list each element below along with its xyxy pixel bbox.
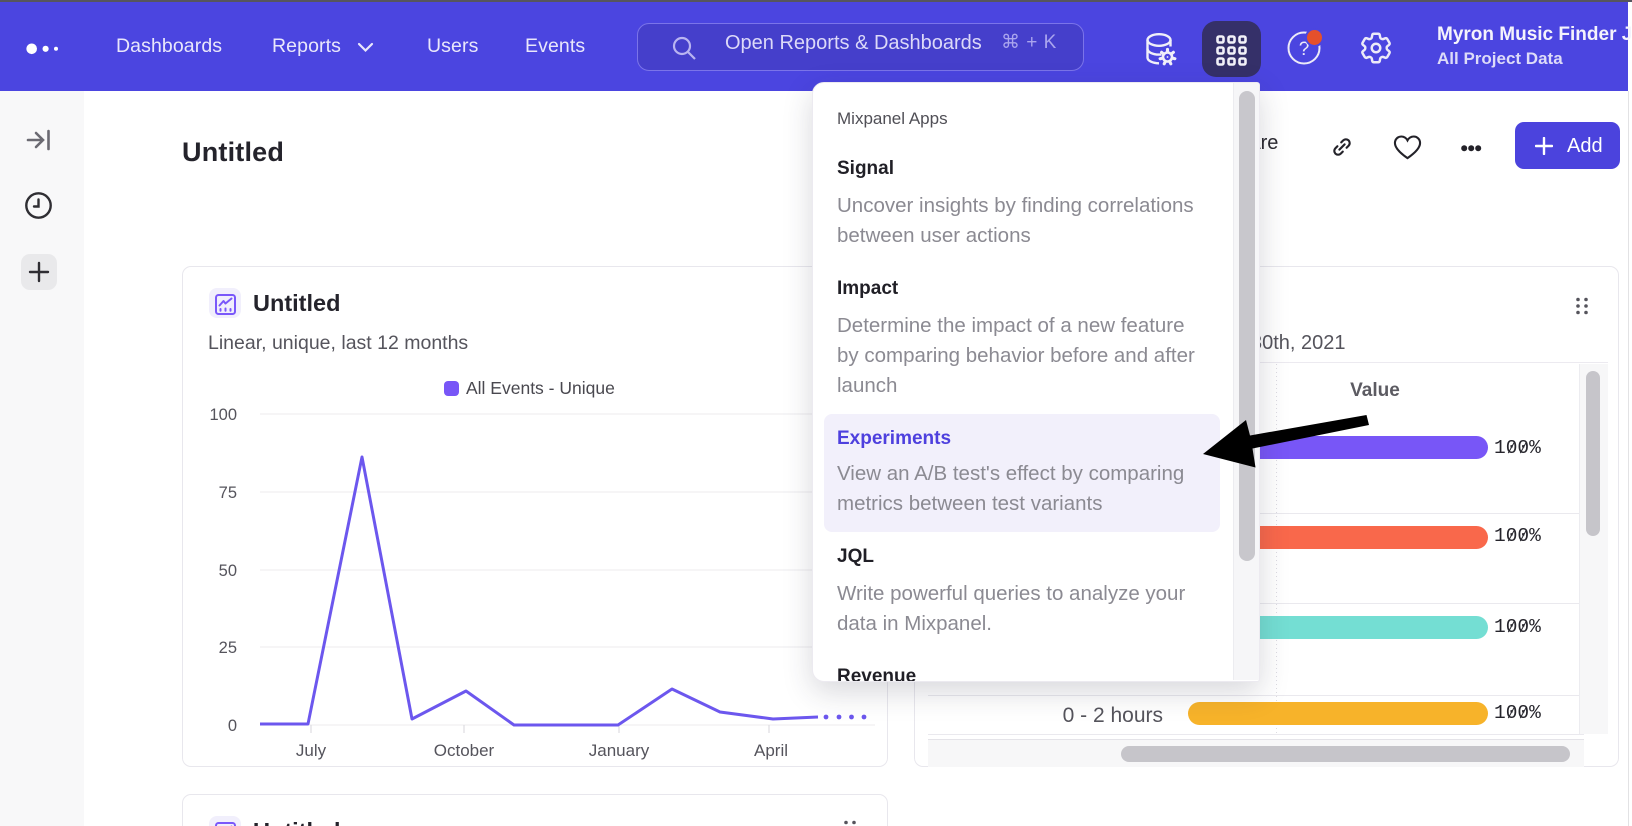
svg-text:50: 50 xyxy=(219,562,237,580)
svg-text:?: ? xyxy=(1299,39,1310,60)
svg-text:October: October xyxy=(434,741,495,760)
svg-text:April: April xyxy=(754,741,788,760)
svg-text:July: July xyxy=(296,741,327,760)
svg-text:25: 25 xyxy=(219,639,237,657)
svg-text:January: January xyxy=(589,741,650,760)
svg-text:0: 0 xyxy=(228,717,237,735)
svg-text:100: 100 xyxy=(209,406,237,424)
svg-text:All Events - Unique: All Events - Unique xyxy=(466,378,615,398)
svg-text:75: 75 xyxy=(219,484,237,502)
